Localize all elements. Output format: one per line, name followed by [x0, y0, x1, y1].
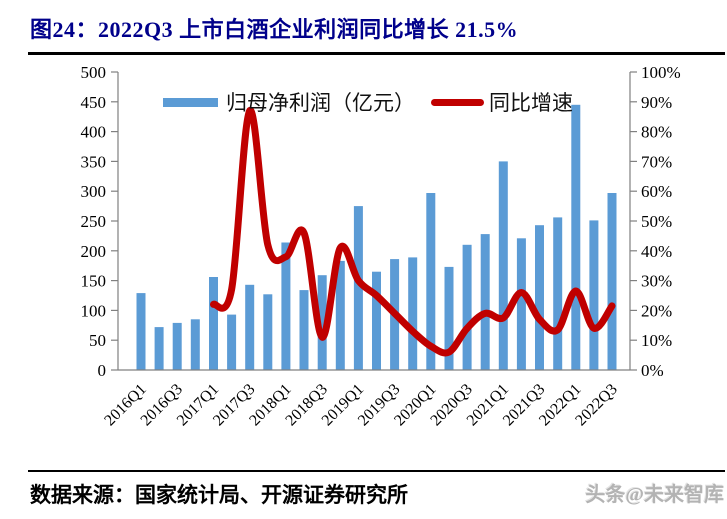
bar-2021Q2: [516, 238, 526, 370]
y-axis-label-right: 90%: [641, 93, 672, 112]
y-axis-label-left: 450: [81, 93, 107, 112]
y-axis-label-left: 100: [81, 301, 107, 320]
bar-2019Q4: [408, 257, 418, 370]
bar-2018Q3: [317, 275, 327, 370]
growth-line: [210, 107, 616, 357]
y-axis-label-left: 150: [81, 272, 107, 291]
bar-2017Q2: [227, 314, 237, 370]
bar-2016Q1: [136, 293, 146, 370]
legend-bar-swatch: [163, 97, 218, 107]
bar-2017Q1: [209, 277, 218, 370]
y-axis-label-left: 350: [81, 152, 107, 171]
bar-2019Q2: [372, 271, 381, 370]
bar-2020Q4: [480, 234, 490, 370]
legend-line-swatch: [431, 98, 484, 106]
y-axis-label-left: 200: [81, 242, 107, 261]
title-underline: [28, 52, 725, 55]
bar-2018Q2: [299, 290, 309, 370]
bar-2022Q1: [571, 104, 581, 371]
bar-2020Q3: [462, 244, 472, 370]
y-axis-label-right: 30%: [641, 272, 672, 291]
y-axis-label-right: 0%: [641, 361, 664, 380]
bar-2016Q2: [154, 327, 164, 370]
y-axis-label-left: 250: [81, 212, 107, 231]
bar-2018Q4: [335, 260, 345, 370]
y-axis-label-left: 0: [98, 361, 107, 380]
legend-label-growth: 同比增速: [489, 91, 573, 115]
y-axis-label-right: 100%: [641, 63, 681, 82]
y-axis-label-right: 10%: [641, 331, 672, 350]
bar-2021Q4: [553, 217, 563, 370]
data-source-text: 数据来源：国家统计局、开源证券研究所: [30, 483, 408, 507]
bar-2022Q2: [589, 220, 599, 370]
bar-2021Q1: [498, 161, 508, 370]
y-axis-label-right: 60%: [641, 182, 672, 201]
chart-canvas: 0 50 100 150 200 250 300 350 400 450 500 0% 10% 20% 30…: [81, 63, 681, 429]
y-axis-label-right: 20%: [641, 301, 672, 320]
watermark-text: 头条@未来智库: [585, 484, 724, 506]
bar-2020Q2: [444, 266, 454, 370]
chart-legend: 归母净利润（亿元） 同比增速: [163, 87, 573, 117]
y-axis-label-left: 300: [81, 182, 107, 201]
y-axis-label-right: 70%: [641, 152, 672, 171]
bar-2020Q1: [426, 193, 436, 370]
y-axis-label-right: 40%: [641, 242, 672, 261]
profit-growth-chart: 0 50 100 150 200 250 300 350 400 450 500 0% 10% 20% 30…: [0, 56, 727, 456]
y-axis-label-left: 400: [81, 123, 107, 142]
bar-2022Q3: [607, 193, 617, 370]
y-axis-label-right: 80%: [641, 123, 672, 142]
bar-2018Q1: [281, 242, 291, 370]
y-axis-label-left: 500: [81, 63, 107, 82]
bar-2021Q3: [535, 225, 544, 370]
bar-2017Q3: [245, 284, 255, 370]
legend-label-profit: 归母净利润（亿元）: [226, 91, 415, 115]
y-axis-label-left: 50: [89, 331, 106, 350]
bar-2019Q1: [353, 206, 363, 370]
y-axis-label-right: 50%: [641, 212, 672, 231]
chart-title: 图24：2022Q3 上市白酒企业利润同比增长 21.5%: [30, 17, 519, 42]
footer-divider: [28, 470, 725, 472]
bar-2016Q3: [172, 322, 182, 370]
bar-2016Q4: [190, 319, 200, 370]
bar-2017Q4: [263, 294, 273, 370]
